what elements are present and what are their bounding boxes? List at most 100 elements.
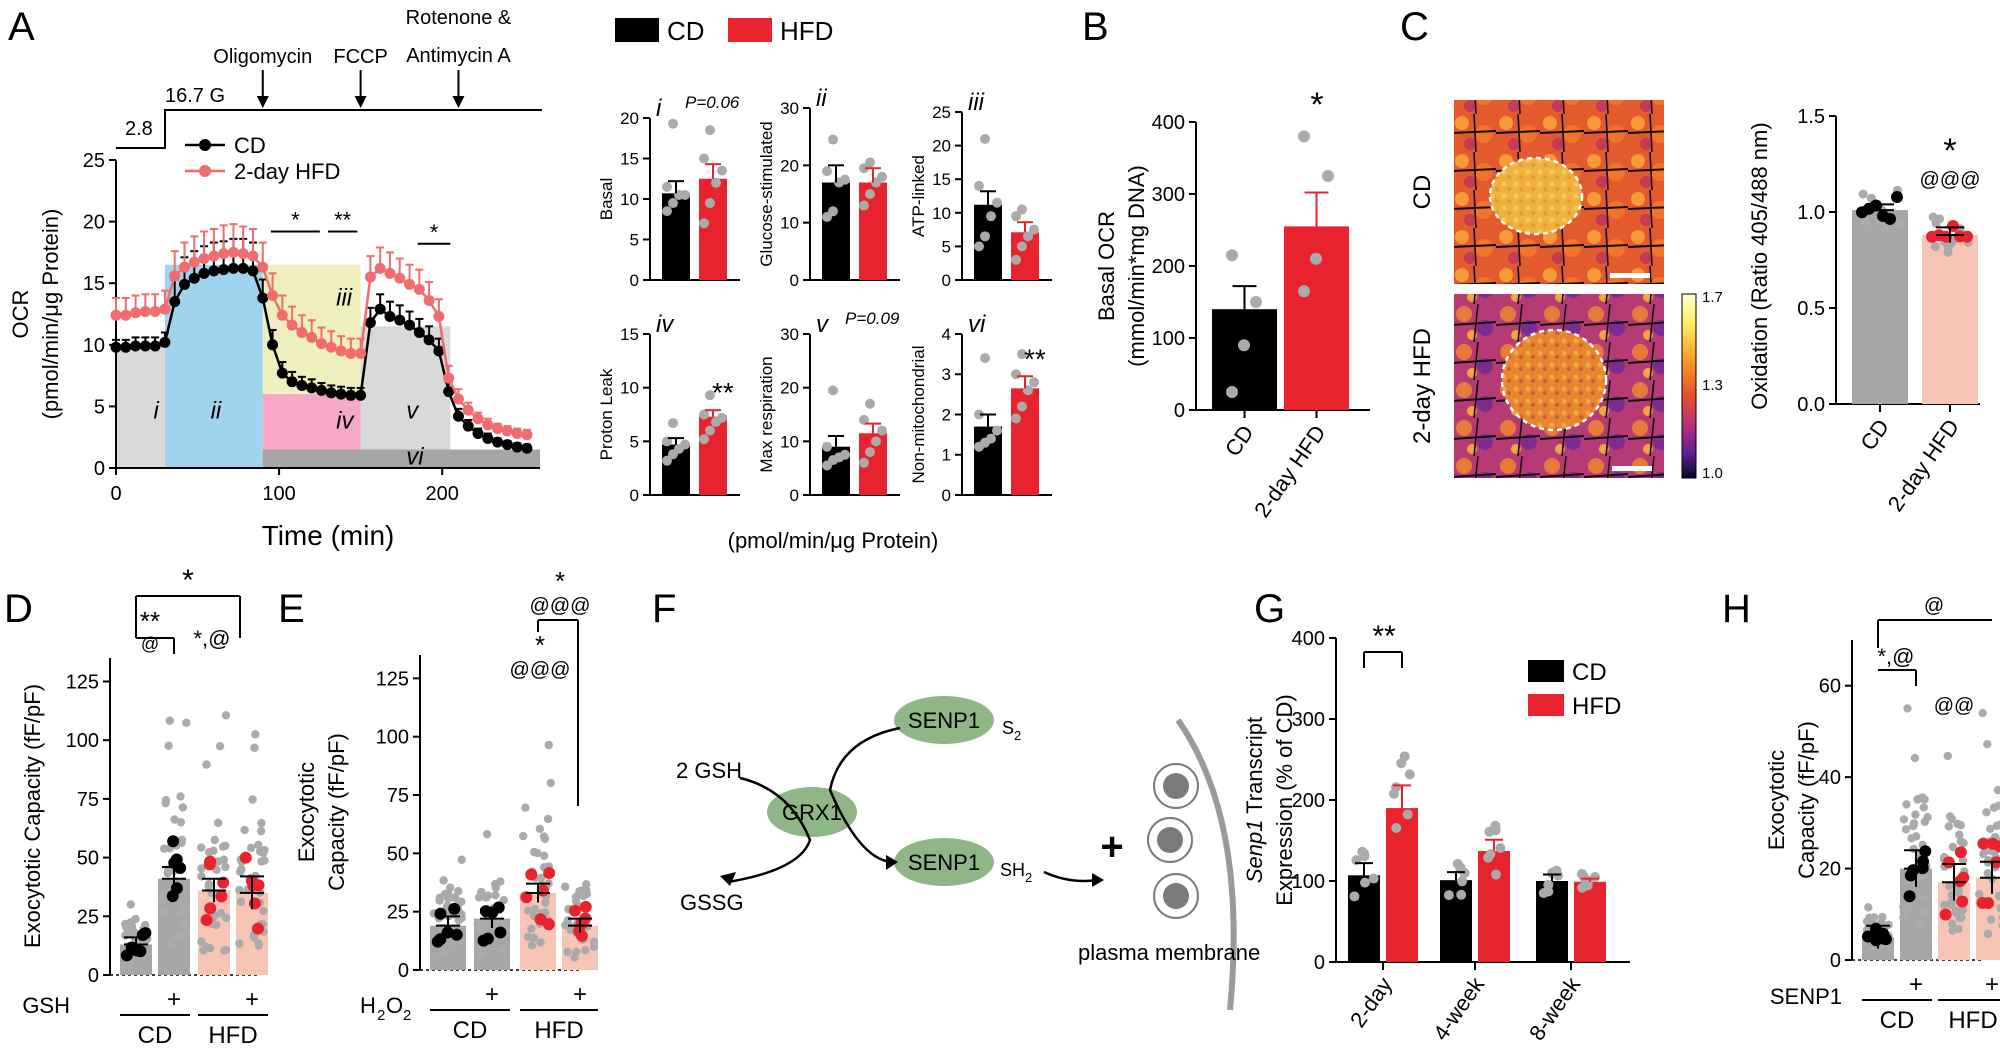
data-point — [218, 248, 230, 260]
data-point — [246, 843, 256, 853]
legend-label: CD — [667, 16, 705, 46]
data-point — [384, 267, 396, 279]
series-2-day-hfd — [110, 223, 533, 441]
data-point — [1975, 890, 1984, 899]
region-i — [116, 344, 165, 468]
data-point — [1250, 296, 1262, 308]
data-point-mean — [1907, 864, 1920, 877]
y-axis-title: OCR — [8, 290, 33, 339]
x-tick-label: 200 — [425, 483, 458, 505]
data-point — [120, 309, 132, 321]
inset-id: i — [656, 95, 662, 122]
data-point — [1911, 810, 1920, 819]
data-point — [237, 262, 249, 274]
gsh-arrow — [727, 776, 812, 884]
y-tick-label: 0 — [630, 271, 639, 290]
data-point — [482, 893, 491, 902]
y-tick-label: 15 — [83, 273, 105, 295]
data-point — [1911, 832, 1921, 841]
gssg-label: GSSG — [680, 890, 744, 915]
y-tick-label: 15 — [620, 149, 639, 168]
data-point — [457, 897, 466, 906]
y-tick-label: 0 — [1830, 950, 1841, 972]
data-point — [859, 414, 869, 425]
data-point — [462, 420, 474, 432]
data-point — [1983, 739, 1992, 749]
data-point — [980, 231, 990, 242]
panel-label-E: E — [278, 587, 305, 631]
inset-id: v — [816, 311, 830, 338]
sig-at: @ — [1924, 595, 1944, 617]
group-label: CD — [1880, 1007, 1915, 1034]
data-point — [865, 398, 875, 409]
bar — [1478, 851, 1510, 962]
data-point — [986, 433, 996, 444]
colorbar-tick: 1.7 — [1702, 289, 1723, 306]
data-point — [1959, 838, 1968, 848]
data-point-mean — [481, 932, 494, 945]
data-point — [1577, 882, 1588, 893]
data-point — [877, 425, 887, 436]
x-tick-label: 4-week — [1428, 972, 1490, 1045]
data-point — [1918, 893, 1927, 903]
shared-x-label: (pmol/min/μg Protein) — [728, 528, 939, 553]
data-point — [457, 855, 466, 864]
data-point — [435, 893, 444, 903]
data-point-mean — [167, 835, 180, 848]
data-point — [127, 921, 137, 931]
legend-label: HFD — [780, 16, 833, 46]
group-label: HFD — [208, 1022, 257, 1049]
data-point — [296, 326, 308, 338]
data-point — [1948, 842, 1957, 852]
y-axis-title-rest: Transcript — [1242, 717, 1267, 820]
data-point — [699, 434, 709, 445]
data-point — [208, 250, 220, 262]
data-point — [433, 310, 445, 322]
inset-iv: 0 5 10 15 Proton Leak iv ** — [597, 311, 740, 505]
data-point — [1944, 882, 1954, 891]
data-point — [178, 278, 190, 290]
data-point — [364, 271, 376, 283]
y-axis-title-2: Capacity (fF/pF) — [324, 733, 349, 891]
y-tick-label: 400 — [1152, 112, 1185, 134]
data-point — [215, 741, 225, 751]
data-point — [1485, 849, 1496, 860]
data-point — [240, 825, 249, 835]
sig-star: * — [555, 566, 565, 596]
data-point — [276, 309, 288, 321]
data-point — [159, 303, 171, 315]
grx1-label: GRX1 — [782, 800, 842, 825]
y-axis-title: Glucose-stimulated — [757, 121, 776, 267]
oxidized-sub: 2 — [1014, 728, 1021, 743]
data-point — [668, 418, 678, 429]
data-point — [221, 841, 230, 851]
data-point — [210, 835, 219, 845]
data-point — [1858, 189, 1868, 199]
x-tick-label: CD — [1855, 415, 1894, 455]
data-point — [521, 442, 533, 454]
panel-label-D: D — [4, 587, 33, 631]
y-tick-label: 25 — [932, 103, 951, 122]
data-point — [1983, 868, 1992, 878]
data-point-mean — [568, 904, 581, 917]
y-axis-title-2: Capacity (fF/pF) — [1794, 721, 1819, 879]
data-point — [840, 174, 850, 185]
data-point — [540, 834, 550, 844]
y-axis-title: Max respiration — [757, 356, 776, 472]
region-label-v: v — [406, 398, 420, 425]
data-point — [221, 945, 231, 955]
y-tick-label: 200 — [1152, 256, 1185, 278]
treatment-label-tail: O — [386, 993, 403, 1018]
plus-mark: + — [245, 986, 259, 1013]
data-point — [218, 264, 230, 276]
data-point — [699, 409, 709, 420]
data-point — [575, 887, 584, 896]
sig-star: * — [430, 220, 439, 245]
data-point — [413, 326, 425, 338]
data-point — [492, 436, 504, 448]
treatment-label: SENP1 — [1770, 984, 1842, 1009]
bar — [699, 178, 727, 280]
data-point — [178, 803, 188, 812]
data-point — [159, 336, 171, 348]
